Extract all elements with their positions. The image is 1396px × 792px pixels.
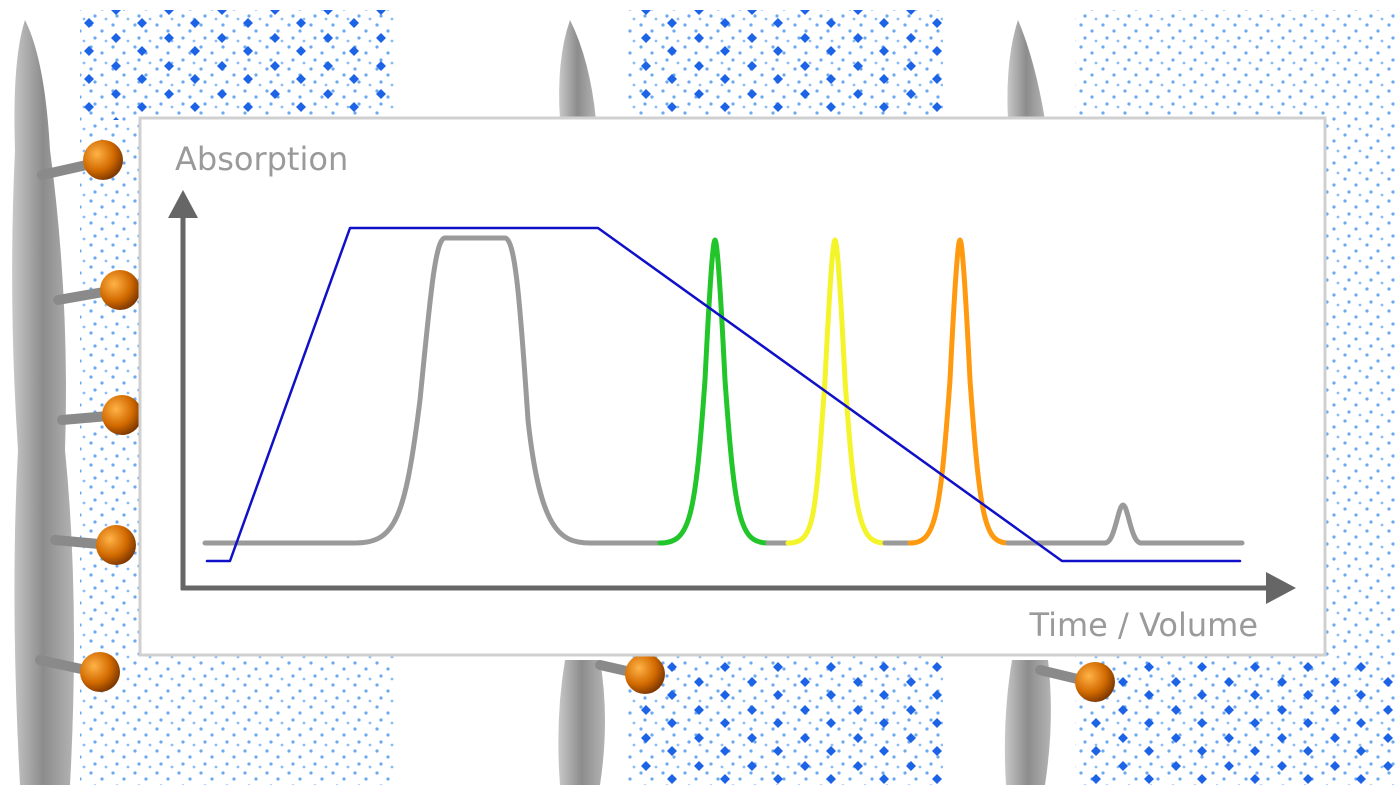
diagram: Absorption Time / Volume [0,0,1396,792]
page: Absorption Time / Volume (() => { const … [0,0,1396,792]
x-axis-label: Time / Volume [1029,606,1258,644]
chart-panel [140,118,1325,655]
y-axis-label: Absorption [175,140,348,178]
